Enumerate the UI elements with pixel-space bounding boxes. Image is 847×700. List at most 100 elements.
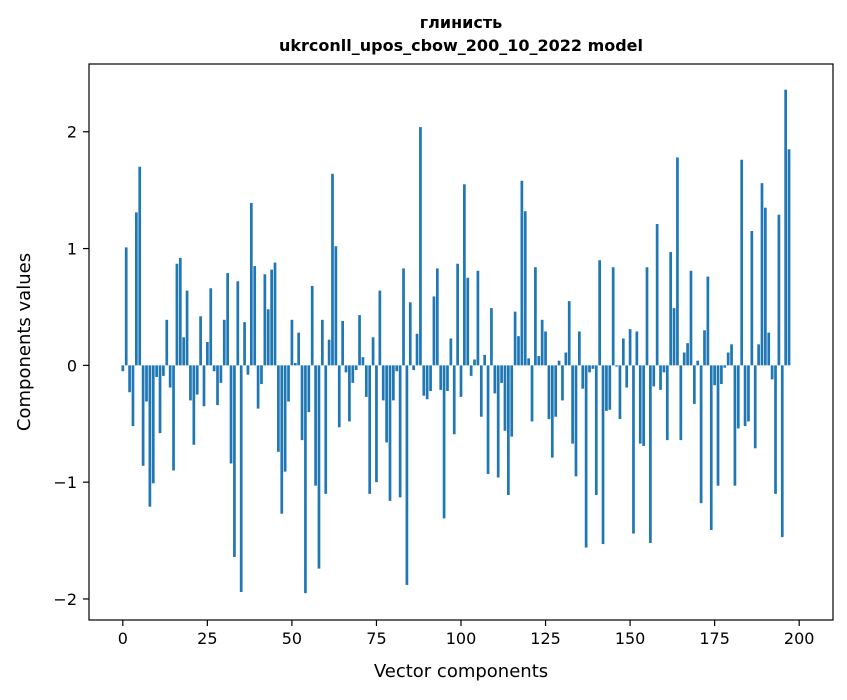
bar [456,263,459,366]
bar [598,260,602,366]
bar [195,365,199,395]
bar [158,365,162,434]
bar [628,329,632,366]
bar [611,267,615,366]
bar [392,365,395,401]
bar [672,308,676,366]
bar [753,365,757,449]
bar [510,365,514,437]
bar [787,149,791,366]
bar [463,184,466,366]
bar [571,365,574,444]
bar [419,127,422,366]
bar [165,319,169,366]
bars-group [121,89,791,594]
bar [764,207,767,366]
bar [496,365,500,478]
bar [182,337,186,366]
x-tick-label: 50 [282,629,302,648]
bar [476,270,480,366]
bar [567,301,571,366]
bar [689,270,693,366]
bar [767,332,771,366]
bar [293,363,297,366]
bar [199,316,202,366]
bar [334,246,338,366]
bar [446,365,449,392]
bar [324,365,328,494]
bar [591,365,595,369]
y-tick-label: 0 [67,356,77,375]
x-tick-label: 100 [446,629,477,648]
bar [736,365,740,429]
bar [371,337,375,366]
bar [713,365,716,386]
bar [348,365,351,422]
bar [642,365,645,446]
bar [554,365,558,417]
bar [479,365,483,417]
y-tick-label: −1 [53,473,77,492]
x-tick-label: 0 [118,629,128,648]
bar [226,273,230,366]
bar [304,365,307,594]
bar [486,365,490,474]
bar [175,263,179,366]
x-tick-label: 75 [366,629,386,648]
bar [435,268,439,366]
bar [686,343,689,366]
bar [513,311,517,366]
bar [233,365,236,557]
bar [679,365,683,441]
bar [452,365,456,435]
bar [442,365,446,519]
bar [517,336,520,366]
bar [550,365,554,458]
bar [368,365,372,494]
bar [283,365,287,472]
x-tick-label: 175 [699,629,730,648]
bar [351,365,355,383]
bar [594,365,598,496]
bar [189,365,192,401]
bar [696,360,700,366]
bar [723,365,727,368]
bar [530,365,534,422]
bar [537,356,541,366]
y-tick-label: −2 [53,590,77,609]
bar [625,365,629,388]
bar [246,365,250,375]
bar [320,319,324,366]
bar [618,365,622,420]
bar [162,365,165,376]
bar [726,352,730,366]
bar [733,365,737,486]
bar [300,365,304,441]
bar [141,365,145,466]
bar [703,330,706,366]
bar [635,331,639,366]
bar [415,333,419,366]
bar [314,365,317,486]
bar [222,319,226,366]
y-tick-label: 1 [67,240,77,259]
bar [682,352,686,366]
bar [206,342,209,366]
bar [408,302,412,366]
plot-frame [88,63,834,621]
bar [375,365,378,483]
bar [747,365,750,422]
bar [608,365,612,410]
bar [216,365,219,406]
bar [381,365,385,401]
bar [239,365,243,592]
bar [192,365,196,445]
bar [229,365,233,464]
bar [760,183,764,366]
bar [364,365,368,397]
bar [473,359,476,366]
bar [358,315,361,366]
bar [151,365,155,484]
bar [469,365,473,376]
x-tick-label: 25 [197,629,217,648]
